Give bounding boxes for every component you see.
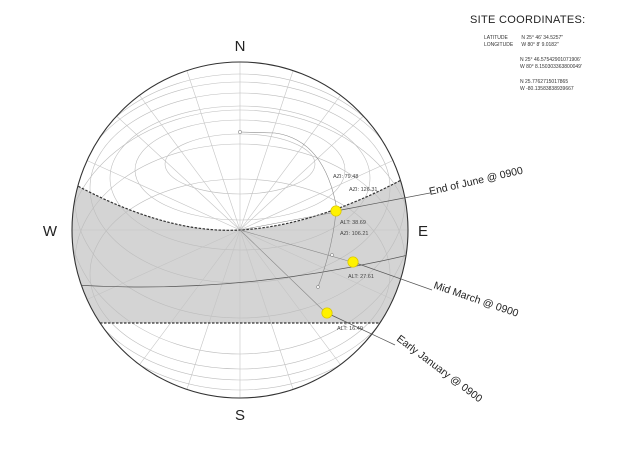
summer-path [72, 157, 408, 231]
compass-east: E [418, 223, 428, 240]
latitude-value: N 25° 46' 34.5257" [521, 35, 564, 41]
dd-longitude: W -80.13583838939667 [520, 86, 574, 92]
equinox-path [74, 254, 408, 288]
compass-west: W [43, 223, 58, 240]
june-leader [335, 192, 431, 212]
dd-latitude: N 25.7762715017865 [520, 79, 569, 85]
latitude-row: LATITUDE N 25° 46' 34.5257" [484, 35, 635, 42]
longitude-row: LONGITUDE W 80° 8' 9.0182" [484, 42, 635, 49]
solar-band-fill [72, 158, 408, 323]
longitude-value: W 80° 8' 9.0182" [521, 42, 559, 48]
sun-march [347, 256, 359, 268]
march-leader [352, 261, 433, 291]
leader-lines [326, 192, 433, 346]
sun-june [330, 205, 342, 217]
azi-label-1: AZI: 79.48 [333, 174, 358, 180]
compass-north: N [235, 38, 246, 55]
callout-march: Mid March @ 0900 [432, 279, 520, 319]
azimuth-grid [72, 62, 408, 398]
callout-june: End of June @ 0900 [428, 165, 524, 198]
site-coordinates-title: SITE COORDINATES: [470, 14, 586, 26]
alt-label-3: ALT: 16.49 [337, 326, 363, 332]
azimuth-arc [239, 131, 338, 211]
construction-lines [238, 130, 353, 314]
dm-latitude: N 25° 46.57542901071906' [520, 57, 581, 63]
longitude-label: LONGITUDE [484, 42, 514, 48]
latitude-label: LATITUDE [484, 35, 508, 41]
site-coordinates-panel: SITE COORDINATES: LATITUDE N 25° 46' 34.… [470, 14, 635, 93]
azi-label-3: AZI: 106.21 [340, 231, 368, 237]
alt-label-2: ALT: 27.61 [348, 274, 374, 280]
solar-band [72, 158, 408, 323]
alt-label-1: ALT: 38.69 [340, 220, 366, 226]
dm-longitude: W 80° 8.150303363800049' [520, 64, 582, 70]
band-edges [72, 157, 408, 324]
azi-label-2: AZI: 126.31 [349, 187, 377, 193]
horizon-circle [71, 61, 409, 399]
callout-january: Early January @ 0900 [394, 333, 484, 405]
sun-january [321, 307, 333, 319]
january-leader [326, 312, 396, 346]
compass-south: S [235, 407, 245, 424]
